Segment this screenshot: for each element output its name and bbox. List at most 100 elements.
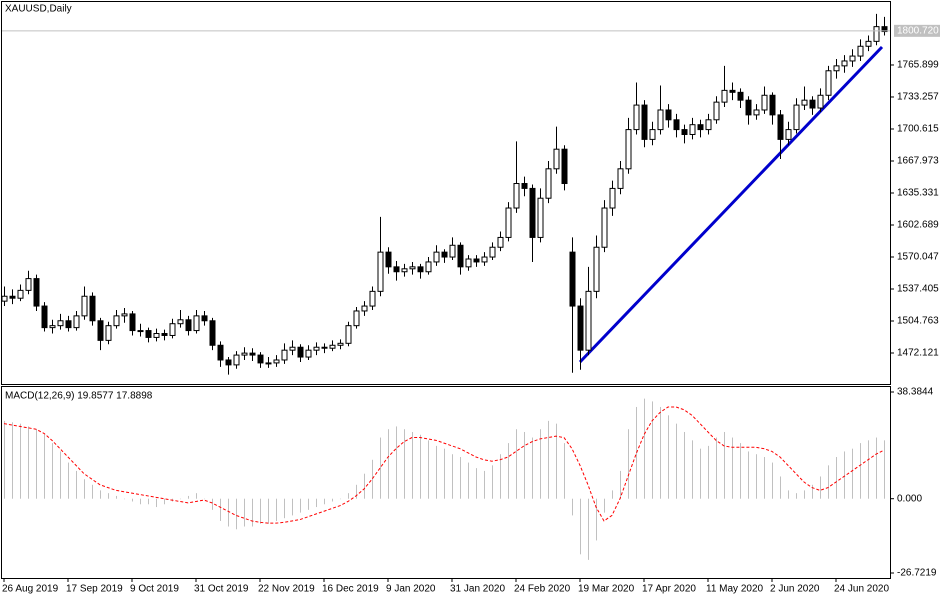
macd-bar	[524, 431, 525, 499]
x-tick-label: 24 Feb 2020	[514, 584, 571, 595]
candle-body	[297, 346, 304, 358]
macd-bar	[644, 398, 645, 499]
candle-body	[505, 207, 512, 238]
candle-body	[377, 251, 384, 292]
candle-body	[57, 320, 64, 327]
candle-body	[689, 124, 696, 135]
candle-body	[401, 268, 408, 273]
candle-body	[185, 319, 192, 332]
candle-body	[169, 323, 176, 336]
candle-body	[521, 183, 528, 189]
candle-body	[361, 305, 368, 312]
candle-body	[417, 266, 424, 273]
y-tick-label: 1504.763	[897, 316, 939, 327]
x-tick-label: 17 Apr 2020	[642, 584, 696, 595]
macd-bar	[324, 498, 325, 505]
candle-body	[529, 187, 536, 238]
macd-bar	[356, 484, 357, 499]
candle-body	[785, 129, 792, 140]
macd-bar	[316, 498, 317, 508]
candle-body	[369, 290, 376, 307]
macd-bar	[348, 493, 349, 499]
candle-body	[473, 258, 480, 263]
candle-body	[481, 256, 488, 263]
y-tick-label: 1733.257	[897, 92, 939, 103]
x-tick-label: 9 Oct 2019	[130, 584, 179, 595]
macd-bar	[260, 498, 261, 524]
macd-bar	[116, 495, 117, 499]
macd-bar	[52, 443, 53, 499]
macd-bar	[556, 423, 557, 499]
macd-bar	[20, 423, 21, 499]
macd-bar	[460, 457, 461, 499]
x-tick-label: 9 Jan 2020	[386, 584, 436, 595]
candle-body	[449, 244, 456, 258]
macd-bar	[484, 470, 485, 499]
y-tick-label: 38.3844	[897, 387, 934, 398]
candle-body	[17, 289, 24, 299]
macd-bar	[540, 429, 541, 499]
trend-line	[578, 45, 884, 364]
macd-bar	[612, 490, 613, 499]
candle-body	[9, 295, 16, 299]
macd-bar	[532, 437, 533, 499]
macd-bar	[28, 426, 29, 499]
macd-bar	[764, 457, 765, 499]
y-tick-label: -26.7219	[897, 568, 937, 579]
macd-bar	[108, 493, 109, 499]
macd-bar	[740, 443, 741, 499]
candle-body	[201, 315, 208, 322]
candle-body	[433, 251, 440, 263]
last-price-label: 1800.720	[897, 25, 939, 36]
candle-body	[241, 352, 248, 356]
macd-bar	[124, 498, 125, 500]
candle-body	[177, 319, 184, 325]
macd-bar	[412, 431, 413, 499]
candle-body	[65, 320, 72, 329]
macd-bar	[828, 465, 829, 499]
macd-bar	[140, 498, 141, 505]
macd-bar	[332, 498, 333, 502]
macd-bar	[572, 498, 573, 516]
macd-bar	[396, 426, 397, 499]
macd-bar	[508, 443, 509, 499]
candle-body	[729, 89, 736, 93]
candle-body	[697, 124, 704, 131]
macd-bar	[100, 490, 101, 499]
candle-body	[265, 362, 272, 365]
y-tick-label: 1635.331	[897, 188, 939, 199]
macd-bar	[860, 443, 861, 499]
candle-body	[273, 359, 280, 364]
macd-bar	[76, 470, 77, 499]
candle-body	[665, 109, 672, 121]
x-tick-label: 17 Sep 2019	[66, 584, 123, 595]
y-tick-label: 1700.615	[897, 124, 939, 135]
candle-body	[865, 40, 872, 47]
macd-bar	[580, 498, 581, 555]
macd-bar	[180, 498, 181, 500]
x-tick-label: 31 Jan 2020	[450, 584, 505, 595]
candle-body	[153, 333, 160, 338]
candle-body	[305, 349, 312, 358]
macd-bar	[268, 498, 269, 524]
macd-bar	[404, 429, 405, 499]
macd-bar	[660, 406, 661, 499]
macd-bar	[92, 484, 93, 499]
candle-body	[425, 261, 432, 273]
candle-body	[337, 342, 344, 346]
candle-body	[673, 119, 680, 131]
macd-bar	[12, 422, 13, 499]
candle-body	[121, 313, 128, 317]
macd-bar	[164, 498, 165, 505]
macd-bar	[548, 420, 549, 499]
candle-body	[873, 26, 880, 42]
macd-bar	[596, 498, 597, 541]
candle-body	[537, 197, 544, 238]
y-tick-label: 1602.689	[897, 220, 939, 231]
candle-body	[217, 344, 224, 361]
macd-bar	[748, 451, 749, 499]
x-tick-label: 26 Aug 2019	[2, 584, 59, 595]
candle-body	[577, 305, 584, 351]
macd-bar	[796, 493, 797, 499]
y-tick-label: 1570.047	[897, 252, 939, 263]
